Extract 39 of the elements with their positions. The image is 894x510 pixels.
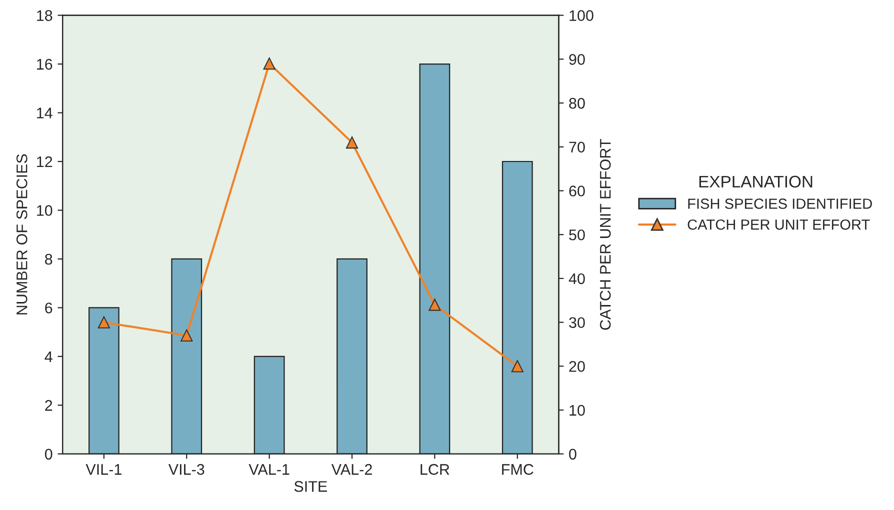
y2-tick-label: 90 [569,54,585,65]
y2-axis-title: CATCH PER UNIT EFFORT [600,139,611,330]
y2-tick-label: 50 [569,229,585,240]
point [180,329,193,342]
y2-tick-label: 20 [569,361,585,372]
x-tick-label: VAL-2 [331,464,372,475]
y-tick-label: 18 [37,10,52,21]
x-tick-label: VAL-1 [248,464,290,475]
y2-tick-label: 0 [569,448,576,460]
y2-tick-label: 80 [569,98,585,109]
y2-tick-label: 40 [568,273,585,284]
legend-title: EXPLANATION [699,176,812,188]
y-tick-label: 2 [45,400,52,411]
x-tick-label: VIL-3 [168,464,204,475]
y-tick-label: 16 [37,58,52,70]
point [511,360,524,372]
x-tick-label: LCR [420,464,450,475]
y2-tick-label: 70 [569,142,585,153]
y2-tick-label: 30 [569,317,585,328]
y-tick-label: 8 [45,254,52,265]
legend-label: FISH SPECIES IDENTIFIED [688,198,872,209]
y2-tick-label: 60 [569,186,585,196]
x-axis-title: SITE [294,481,327,492]
y-axis-title: NUMBER OF SPECIES [16,154,28,314]
y-tick-label: 12 [37,156,52,168]
point [98,316,110,328]
y-tick-label: 14 [37,108,52,118]
y-tick-label: 0 [44,448,52,460]
y-tick-label: 4 [44,351,52,362]
point [428,298,441,311]
y-tick-label: 6 [45,302,52,314]
x-tick-label: VIL-1 [86,464,122,475]
legend-label: CATCH PER UNIT EFFORT [688,219,870,230]
x-tick-label: FMC [502,464,534,475]
point [263,57,276,70]
y2-tick-label: 100 [570,10,594,21]
y2-tick-label: 10 [570,404,585,416]
point [346,136,358,149]
y-tick-label: 10 [37,205,52,216]
